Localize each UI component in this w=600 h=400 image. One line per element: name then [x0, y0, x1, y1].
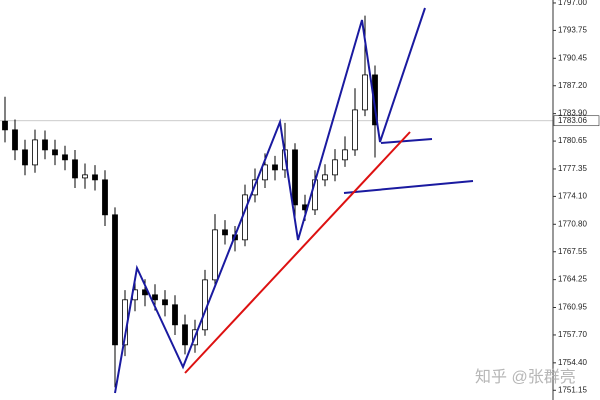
candle-body	[22, 149, 28, 166]
y-tick-label: 1770.80	[558, 219, 587, 228]
channel-line	[343, 180, 474, 194]
candle-body	[372, 74, 378, 126]
candle-body	[42, 139, 48, 151]
candle-body	[112, 214, 118, 346]
candle-body	[352, 109, 358, 151]
candle-body	[2, 120, 8, 131]
candle-body	[52, 149, 58, 156]
y-tick-label: 1783.90	[558, 109, 587, 118]
candle-body	[82, 174, 88, 179]
channel-line	[380, 138, 433, 144]
candle-body	[162, 299, 168, 306]
plot-area	[0, 15, 553, 388]
candle-body	[62, 154, 68, 161]
candle-body	[332, 159, 338, 176]
y-tick-label: 1754.40	[558, 358, 587, 367]
drawings	[114, 7, 474, 394]
y-tick-label: 1790.45	[558, 53, 587, 62]
y-tick-label: 1797.00	[558, 0, 587, 7]
candle-body	[342, 149, 348, 161]
last-price-label: 1783.06	[558, 116, 587, 125]
candle-body	[102, 179, 108, 216]
y-tick-label: 1760.95	[558, 303, 587, 312]
candle-body	[322, 174, 328, 181]
zigzag-line	[114, 7, 426, 394]
last-price-box	[553, 115, 600, 127]
y-tick-label: 1767.55	[558, 247, 587, 256]
candle-body	[32, 139, 38, 166]
candle-body	[292, 149, 298, 206]
candle-body	[152, 294, 158, 301]
candle-body	[172, 304, 178, 326]
y-tick-label: 1787.20	[558, 81, 587, 90]
y-tick-label: 1774.10	[558, 192, 587, 201]
candle-body	[182, 324, 188, 346]
y-tick-label: 1777.35	[558, 164, 587, 173]
y-tick-label: 1751.15	[558, 385, 587, 394]
candle-body	[272, 164, 278, 171]
candle-body	[262, 164, 268, 181]
candle-body	[362, 74, 368, 111]
watermark: 知乎 @张群亮	[475, 368, 576, 386]
candle-body	[12, 129, 18, 151]
y-tick-label: 1757.70	[558, 330, 587, 339]
y-tick-label: 1764.25	[558, 275, 587, 284]
candle-body	[92, 174, 98, 181]
candle-body	[72, 159, 78, 179]
candle-body	[212, 229, 218, 281]
trend-line	[184, 131, 411, 374]
y-tick-label: 1780.65	[558, 136, 587, 145]
candle-body	[222, 229, 228, 236]
y-tick-label: 1793.75	[558, 26, 587, 35]
